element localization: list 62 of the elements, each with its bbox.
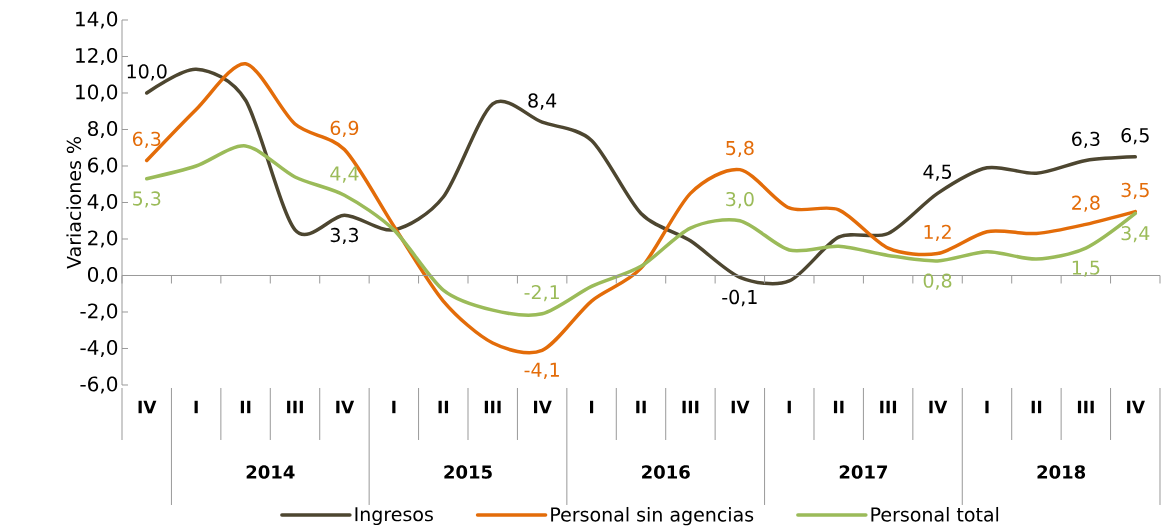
text: 2018 [1037, 465, 1086, 479]
x-tick-label: IV [731, 400, 750, 414]
y-tick-label: -6,0 [80, 376, 118, 394]
y-tick-label: 4,0 [87, 193, 118, 212]
x-tick-label: II [438, 400, 449, 414]
x-tick-label: I [589, 400, 594, 414]
data-label: 3,4 [1121, 225, 1150, 243]
x-tick-label: III [484, 400, 501, 414]
y-tick-label: 6,0 [88, 157, 118, 175]
data-label: 1,2 [924, 224, 951, 242]
y-tick-label: 12,0 [76, 47, 118, 66]
y-tick-label: 10,0 [76, 84, 118, 102]
data-label: 6,5 [1121, 128, 1149, 145]
x-tick-label: III [682, 400, 699, 414]
x-tick-label: II [240, 400, 251, 414]
data-label: -0,1 [722, 289, 757, 307]
data-label: 1,5 [1072, 260, 1100, 277]
data-label: 0,8 [923, 273, 952, 290]
data-label: 5,3 [133, 191, 161, 208]
data-label: -2,1 [524, 284, 559, 302]
y-axis-title: Variaciones % [66, 137, 82, 269]
y-tick-label: 8,0 [88, 120, 118, 139]
y-tick-label: -4,0 [80, 339, 118, 358]
data-label: 3,3 [330, 227, 359, 245]
x-tick-label: I [787, 400, 791, 414]
data-label: 3,5 [1121, 182, 1149, 200]
data-label: 3,0 [726, 191, 754, 209]
data-label: 5,8 [726, 140, 754, 158]
x-tick-label: III [880, 400, 897, 414]
legend-label: Ingresos [355, 507, 433, 526]
x-tick-label: III [287, 400, 303, 414]
legend-label: Personal sin agencias [551, 506, 754, 526]
y-tick-label: -2,0 [80, 303, 118, 321]
data-label: 4,5 [923, 164, 952, 181]
x-tick-label: III [1077, 400, 1094, 414]
data-label: -4,1 [524, 362, 559, 379]
text: 2016 [642, 465, 690, 479]
x-tick-label: II [833, 400, 844, 414]
data-label: 4,4 [330, 166, 359, 183]
data-label: 6,3 [132, 131, 161, 148]
x-tick-label: IV [336, 400, 355, 414]
x-tick-label: I [392, 400, 396, 414]
y-tick-label: 0,0 [87, 266, 118, 285]
data-label: 10,0 [127, 64, 167, 81]
text: 2015 [444, 465, 492, 479]
x-tick-label: I [194, 400, 198, 414]
x-tick-label: IV [533, 400, 552, 414]
x-tick-label: IV [929, 400, 948, 414]
text: 2014 [246, 465, 295, 479]
x-tick-label: IV [1127, 400, 1145, 414]
data-label: 8,4 [528, 93, 557, 110]
x-tick-label: II [636, 400, 646, 414]
data-label: 2,8 [1072, 195, 1100, 212]
y-tick-label: 2,0 [88, 230, 118, 248]
data-label: 6,9 [330, 120, 359, 138]
data-label: 6,3 [1072, 131, 1100, 148]
x-tick-label: II [1031, 400, 1042, 414]
legend-label: Personal total [871, 506, 999, 522]
x-tick-label: I [985, 400, 989, 414]
x-tick-label: IV [138, 400, 157, 414]
y-tick-label: 14,0 [76, 11, 118, 29]
text: 2017 [839, 465, 888, 479]
